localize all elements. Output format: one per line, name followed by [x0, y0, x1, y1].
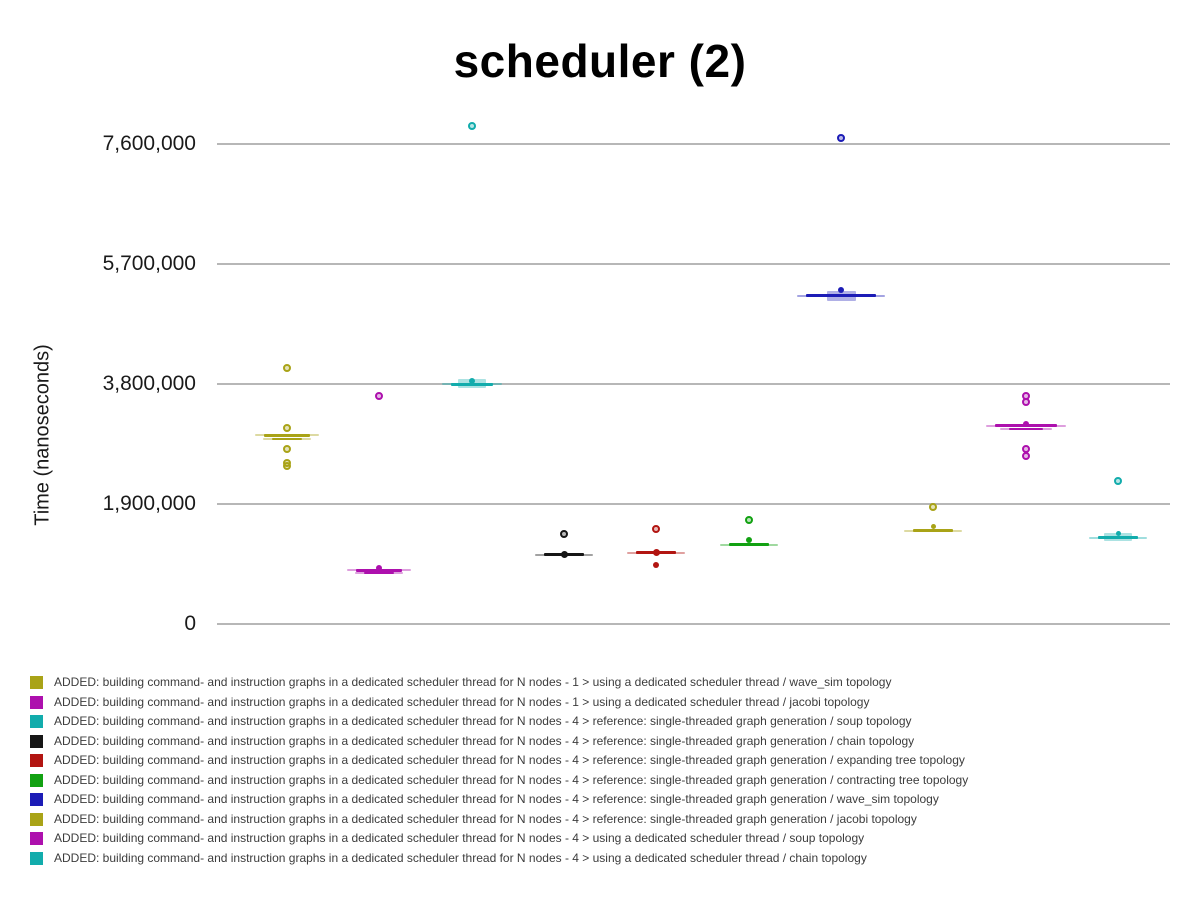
- legend-item[interactable]: ADDED: building command- and instruction…: [30, 772, 969, 787]
- legend-swatch-icon: [30, 832, 43, 845]
- y-tick-label: 0: [184, 611, 196, 635]
- legend-label: ADDED: building command- and instruction…: [54, 831, 865, 845]
- series-0-point: [283, 363, 291, 372]
- legend-item[interactable]: ADDED: building command- and instruction…: [30, 754, 968, 767]
- series-5-mean-line: [728, 543, 769, 547]
- series-5-point: [744, 515, 753, 524]
- legend-item[interactable]: ADDED: building command- and instruction…: [30, 832, 968, 845]
- y-tick-label: 3,800,000: [102, 371, 196, 395]
- legend-label: ADDED: building command- and instruction…: [54, 811, 917, 826]
- series-0-mean-line: [272, 437, 302, 440]
- series-8-mean-line: [1008, 427, 1043, 430]
- series-0-point: [283, 462, 291, 471]
- legend-swatch-icon: [30, 851, 43, 865]
- series-4-point: [653, 562, 660, 569]
- series-7-point: [929, 502, 938, 511]
- series-2-point: [467, 121, 476, 130]
- legend-label: ADDED: building command- and instruction…: [54, 675, 892, 689]
- series-5-point: [745, 536, 752, 543]
- series-9-mean-line: [1098, 536, 1139, 540]
- legend-swatch-icon: [30, 793, 43, 806]
- legend-label: ADDED: building command- and instruction…: [54, 792, 939, 806]
- legend-swatch-icon: [30, 715, 43, 728]
- gridline: [217, 622, 1170, 625]
- series-0-mean-line: [264, 433, 310, 437]
- series-8-point: [1021, 398, 1030, 407]
- legend-swatch-icon: [30, 773, 43, 787]
- series-1-point: [376, 565, 383, 572]
- y-tick-label: 7,600,000: [102, 131, 196, 155]
- legend-label: ADDED: building command- and instruction…: [54, 850, 867, 865]
- y-tick-label: 1,900,000: [102, 491, 196, 515]
- legend-swatch-icon: [30, 676, 43, 689]
- series-7-point: [930, 524, 936, 530]
- series-6-point: [837, 133, 846, 142]
- legend-swatch-icon: [30, 734, 43, 748]
- series-4-point: [652, 548, 660, 556]
- series-1-point: [375, 392, 384, 401]
- series-8-point: [1022, 420, 1029, 427]
- legend: ADDED: building command- and instruction…: [30, 676, 968, 865]
- gridline: [217, 382, 1170, 385]
- series-6-point: [838, 287, 845, 294]
- gridline: [217, 262, 1170, 265]
- series-3-point: [560, 550, 568, 558]
- series-9-point: [1114, 476, 1123, 485]
- legend-label: ADDED: building command- and instruction…: [54, 733, 915, 748]
- legend-label: ADDED: building command- and instruction…: [54, 694, 870, 709]
- series-3-point: [560, 529, 569, 538]
- series-2-point: [468, 377, 475, 384]
- legend-swatch-icon: [30, 695, 43, 709]
- legend-swatch-icon: [30, 754, 43, 767]
- legend-item[interactable]: ADDED: building command- and instruction…: [30, 694, 968, 709]
- legend-item[interactable]: ADDED: building command- and instruction…: [30, 811, 968, 826]
- legend-label: ADDED: building command- and instruction…: [54, 772, 969, 787]
- legend-label: ADDED: building command- and instruction…: [54, 753, 965, 767]
- series-0-point: [283, 444, 291, 453]
- legend-item[interactable]: ADDED: building command- and instruction…: [30, 793, 968, 806]
- legend-swatch-icon: [30, 812, 43, 826]
- series-2-mean-line: [450, 382, 493, 386]
- series-1-mean-line: [364, 572, 395, 575]
- gridline: [217, 502, 1170, 505]
- series-0-point: [283, 423, 291, 432]
- legend-item[interactable]: ADDED: building command- and instruction…: [30, 676, 968, 689]
- legend-item[interactable]: ADDED: building command- and instruction…: [30, 715, 968, 728]
- series-6-mean-line: [806, 294, 877, 298]
- gridline: [217, 142, 1170, 145]
- legend-label: ADDED: building command- and instruction…: [54, 714, 912, 728]
- chart-title: scheduler (2): [453, 35, 747, 87]
- y-tick-label: 5,700,000: [102, 251, 196, 275]
- legend-item[interactable]: ADDED: building command- and instruction…: [30, 733, 968, 748]
- series-9-point: [1115, 530, 1121, 536]
- series-4-point: [652, 525, 661, 534]
- legend-item[interactable]: ADDED: building command- and instruction…: [30, 850, 968, 865]
- series-7-mean-line: [913, 529, 954, 533]
- series-8-point: [1021, 451, 1030, 460]
